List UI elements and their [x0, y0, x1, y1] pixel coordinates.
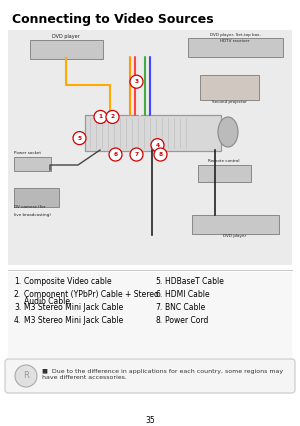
Text: DVD player: DVD player: [52, 34, 80, 39]
FancyBboxPatch shape: [14, 156, 50, 170]
FancyBboxPatch shape: [29, 40, 103, 58]
Text: R: R: [23, 371, 29, 380]
Circle shape: [106, 110, 119, 124]
Circle shape: [154, 148, 167, 161]
FancyBboxPatch shape: [188, 37, 283, 57]
FancyBboxPatch shape: [8, 272, 292, 358]
Text: 5: 5: [77, 135, 82, 141]
Circle shape: [73, 132, 86, 144]
Circle shape: [94, 110, 107, 124]
FancyBboxPatch shape: [14, 187, 59, 207]
Text: M3 Stereo Mini Jack Cable: M3 Stereo Mini Jack Cable: [24, 303, 123, 312]
Text: 3.: 3.: [14, 303, 21, 312]
Text: 8.: 8.: [155, 316, 162, 325]
Text: 5.: 5.: [155, 277, 162, 286]
Text: live broadcasting): live broadcasting): [14, 213, 51, 217]
Circle shape: [15, 365, 37, 387]
Text: Audio Cable: Audio Cable: [24, 297, 70, 306]
Circle shape: [130, 148, 143, 161]
Text: HDBaseT Cable: HDBaseT Cable: [165, 277, 224, 286]
Text: 7: 7: [134, 152, 139, 157]
Text: 4.: 4.: [14, 316, 21, 325]
FancyBboxPatch shape: [85, 115, 220, 150]
Text: Connecting to Video Sources: Connecting to Video Sources: [12, 13, 214, 26]
Ellipse shape: [218, 117, 238, 147]
Text: 8: 8: [158, 152, 163, 157]
Text: BNC Cable: BNC Cable: [165, 303, 205, 312]
Text: M3 Stereo Mini Jack Cable: M3 Stereo Mini Jack Cable: [24, 316, 123, 325]
Text: 4: 4: [155, 143, 160, 148]
Text: Power socket: Power socket: [14, 151, 41, 155]
Text: 6.: 6.: [155, 290, 162, 299]
Text: Second projector: Second projector: [212, 100, 246, 104]
Circle shape: [151, 138, 164, 152]
Text: DVD player, Set-top box,: DVD player, Set-top box,: [210, 33, 260, 37]
Text: HDTV receiver: HDTV receiver: [220, 39, 250, 43]
Text: Power Cord: Power Cord: [165, 316, 208, 325]
FancyBboxPatch shape: [5, 359, 295, 393]
Circle shape: [109, 148, 122, 161]
Text: 7.: 7.: [155, 303, 162, 312]
Text: 35: 35: [145, 416, 155, 425]
FancyBboxPatch shape: [191, 215, 278, 233]
Text: DVD player: DVD player: [224, 234, 247, 238]
Text: Composite Video cable: Composite Video cable: [24, 277, 112, 286]
Circle shape: [130, 75, 143, 88]
Text: 1.: 1.: [14, 277, 21, 286]
Text: 3: 3: [134, 79, 139, 84]
Text: 1: 1: [98, 115, 103, 119]
Text: Component (YPbPr) Cable + Stereo: Component (YPbPr) Cable + Stereo: [24, 290, 159, 299]
Text: HDMI Cable: HDMI Cable: [165, 290, 210, 299]
Text: 2.: 2.: [14, 290, 21, 299]
FancyBboxPatch shape: [197, 164, 250, 181]
FancyBboxPatch shape: [200, 75, 259, 100]
Text: 2: 2: [110, 115, 115, 119]
Text: ■  Due to the difference in applications for each country, some regions may have: ■ Due to the difference in applications …: [42, 369, 283, 380]
Text: DV camera (for: DV camera (for: [14, 205, 45, 209]
Text: Remote control: Remote control: [208, 159, 240, 163]
FancyBboxPatch shape: [8, 30, 292, 265]
Text: 6: 6: [113, 152, 118, 157]
